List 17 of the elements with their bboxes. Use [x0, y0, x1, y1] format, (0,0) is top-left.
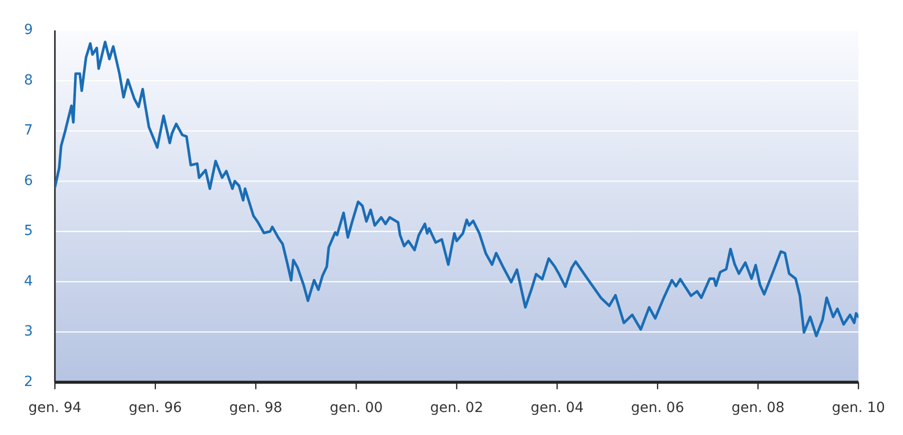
x-tick-label: gen. 02 — [430, 400, 484, 416]
x-tick-label: gen. 04 — [530, 400, 584, 416]
y-tick-label: 3 — [24, 324, 33, 340]
x-tick-label: gen. 10 — [832, 400, 886, 416]
y-tick-label: 7 — [24, 122, 33, 139]
y-tick-label: 5 — [24, 223, 33, 240]
y-tick-label: 6 — [24, 172, 33, 189]
x-tick-label: gen. 96 — [128, 400, 182, 416]
y-tick-label: 8 — [24, 72, 33, 88]
y-tick-label: 4 — [24, 273, 33, 290]
x-tick-label: gen. 00 — [330, 400, 383, 416]
y-tick-label: 9 — [24, 22, 33, 38]
x-tick-label: gen. 94 — [28, 400, 82, 416]
x-tick-label: gen. 08 — [731, 400, 785, 416]
x-tick-label: gen. 98 — [229, 400, 282, 416]
x-tick-label: gen. 06 — [631, 400, 684, 416]
y-tick-label: 2 — [24, 374, 33, 390]
